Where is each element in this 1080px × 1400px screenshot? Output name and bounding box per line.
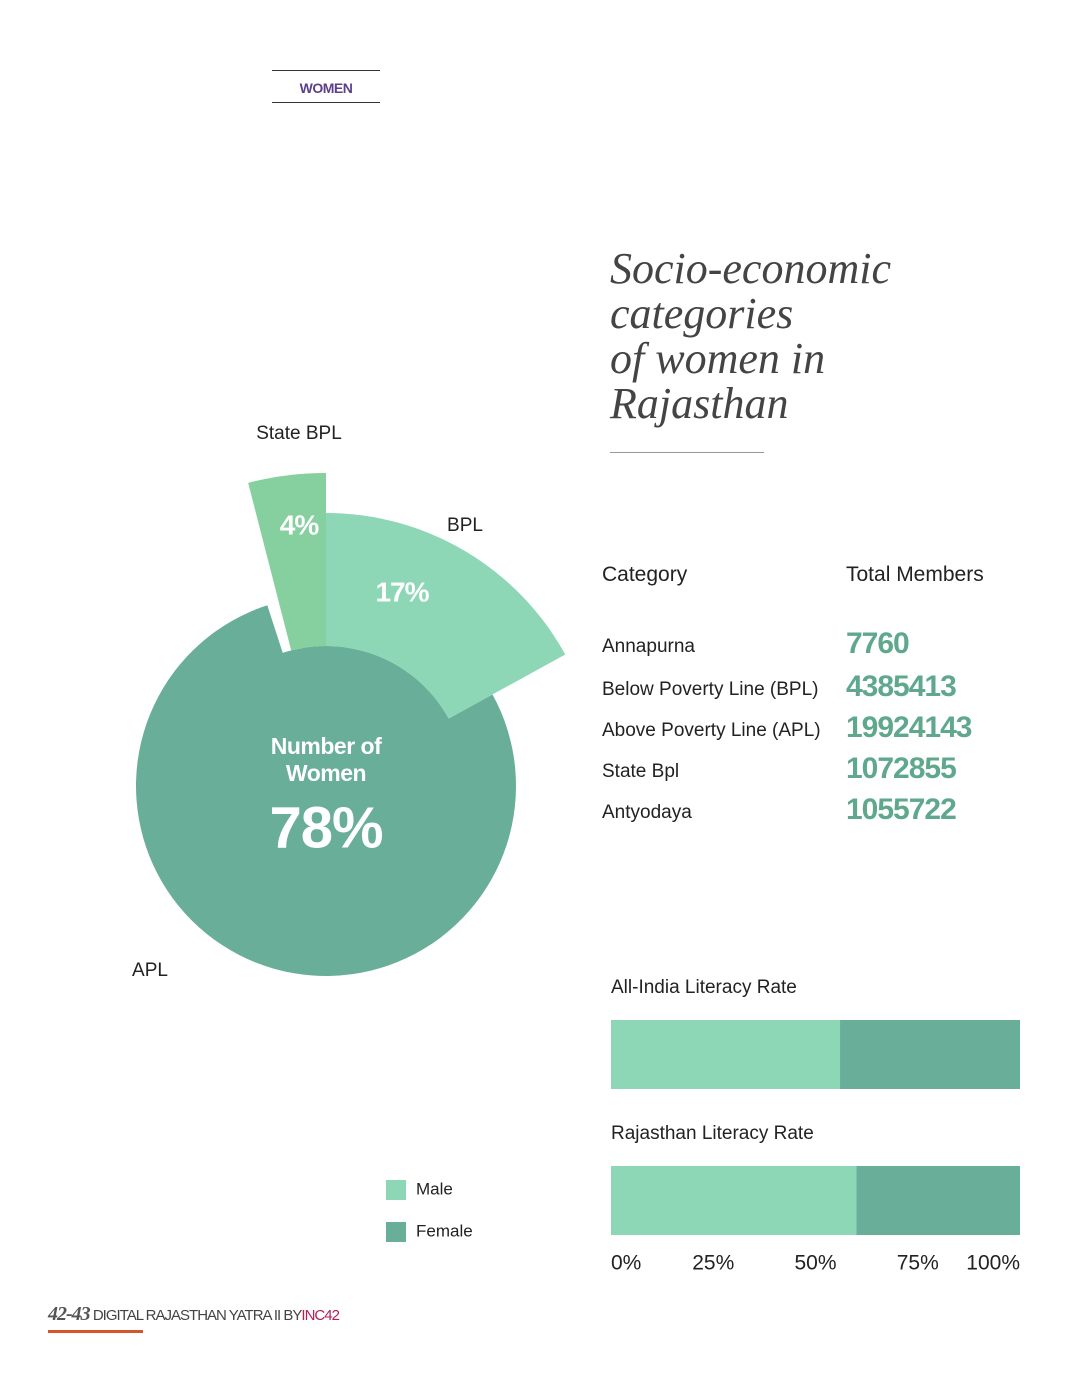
x-tick-label: 0% [611, 1252, 641, 1275]
x-tick-label: 50% [794, 1252, 836, 1275]
slice-value: 78% [269, 795, 383, 860]
bar-category: All-India Literacy Rate [611, 977, 797, 998]
category-cell: Above Poverty Line (APL) [602, 720, 821, 741]
bar-segment [840, 1020, 1020, 1089]
legend-swatch [386, 1180, 406, 1200]
category-cell: Annapurna [602, 636, 695, 657]
pie-slice [326, 513, 566, 719]
slice-label: State BPL [256, 423, 342, 444]
footer: 42-43 DIGITAL RAJASTHAN YATRA II BYINC42 [48, 1303, 340, 1326]
value-cell: 1055722 [846, 793, 957, 826]
value-cell: 7760 [846, 627, 910, 660]
rule [610, 452, 764, 453]
title-line: of women in [610, 334, 826, 383]
value-cell: 4385413 [846, 670, 957, 703]
title: Socio-economic categories of women in Rajas… [610, 246, 891, 426]
table-header: Total Members [846, 563, 984, 586]
bar-segment [611, 1166, 857, 1235]
footer-text: DIGITAL RAJASTHAN YATRA II BY [92, 1307, 303, 1324]
bar-category: Rajasthan Literacy Rate [611, 1123, 814, 1144]
page-number: 42-43 [48, 1303, 91, 1325]
x-tick-label: 75% [897, 1252, 939, 1275]
slice-value: 4% [280, 509, 320, 540]
bar-segment [611, 1020, 841, 1089]
table-header: Category [602, 563, 688, 586]
title-line: Rajasthan [610, 379, 789, 428]
pie-center-label: Number of Women [270, 733, 382, 786]
brand: INC42 [301, 1307, 340, 1324]
slice-label: BPL [447, 515, 483, 536]
pie-slice [248, 473, 326, 651]
slice-value: 17% [375, 576, 429, 607]
value-cell: 19924143 [846, 711, 972, 744]
category-cell: Antyodaya [602, 802, 692, 823]
x-tick-label: 25% [692, 1252, 734, 1275]
legend-label: Male [416, 1179, 453, 1198]
rule [48, 1330, 143, 1333]
x-tick-label: 100% [966, 1252, 1020, 1275]
title-line: categories [610, 289, 794, 338]
bar-segment [856, 1166, 1020, 1235]
legend-swatch [386, 1222, 406, 1242]
value-cell: 1072855 [846, 752, 957, 785]
legend-label: Female [416, 1221, 473, 1240]
pie-slice [136, 605, 516, 976]
section-tag: WOMEN [272, 70, 380, 103]
title-line: Socio-economic [610, 244, 891, 293]
category-cell: Below Poverty Line (BPL) [602, 679, 819, 700]
category-cell: State Bpl [602, 761, 680, 782]
slice-label: APL [132, 960, 168, 981]
